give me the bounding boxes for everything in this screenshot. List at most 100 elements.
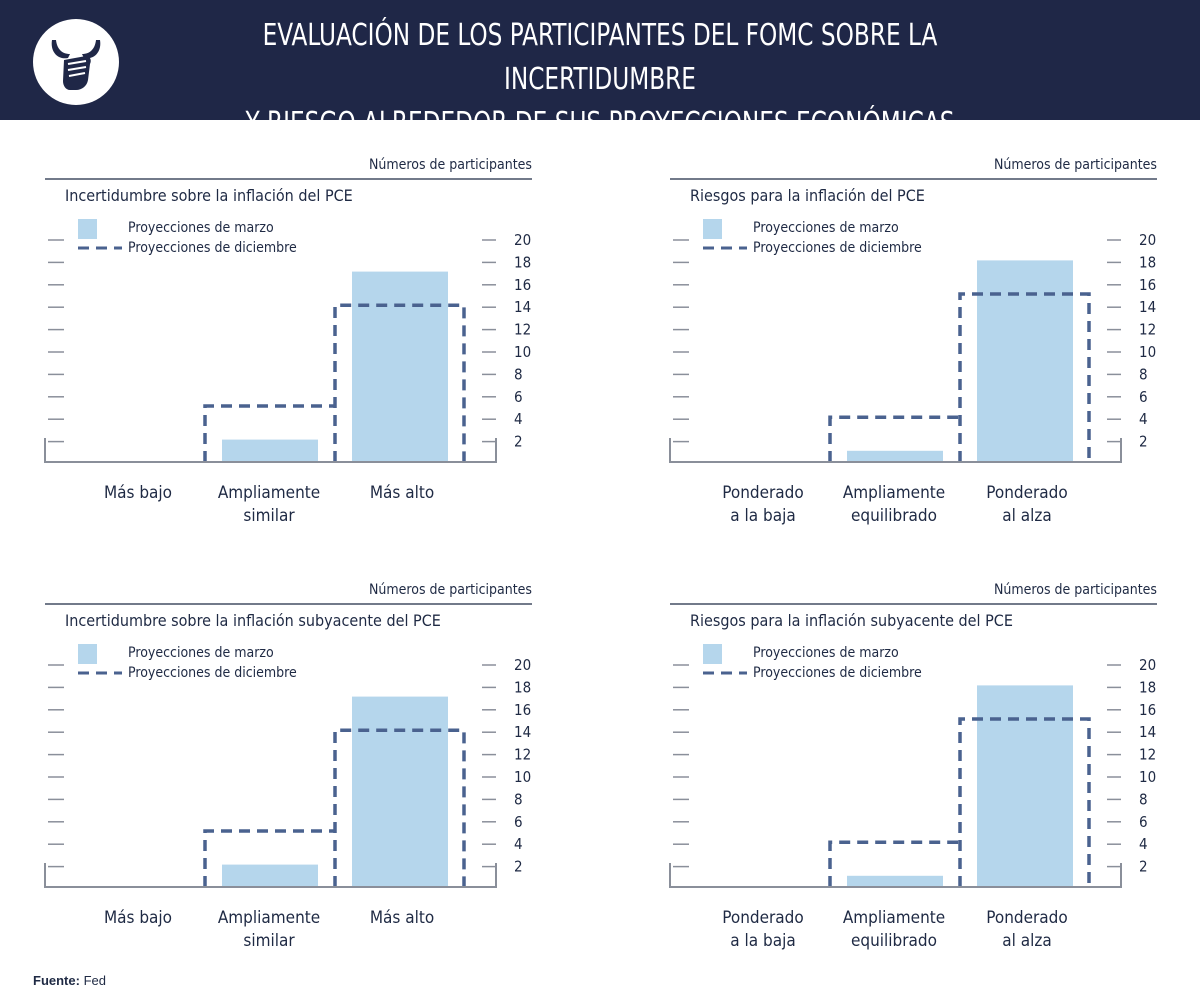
y-tick-label: 6 <box>514 813 523 831</box>
category-label: Ponderado <box>986 483 1068 503</box>
category-label: Ponderado <box>722 908 804 928</box>
legend-label-december: Proyecciones de diciembre <box>753 665 922 681</box>
y-tick-label: 2 <box>1139 858 1148 876</box>
title-line-2: Y RIESGO ALREDEDOR DE SUS PROYECCIONES E… <box>245 106 955 141</box>
y-tick-label: 2 <box>1139 433 1148 451</box>
x-axis <box>44 863 497 888</box>
y-tick-label: 2 <box>514 858 523 876</box>
y-tick-label: 10 <box>1139 768 1156 786</box>
dashed-outline-december <box>333 728 466 887</box>
y-tick-label: 20 <box>514 656 531 674</box>
category-label: similar <box>243 931 295 951</box>
category-label: Ampliamente <box>218 483 320 503</box>
category-label: Más alto <box>370 483 434 503</box>
chart-title: Riesgos para la inflación subyacente del… <box>690 611 1013 630</box>
y-tick-label: 18 <box>1139 253 1156 271</box>
title-line-1: EVALUACIÓN DE LOS PARTICIPANTES DEL FOMC… <box>262 18 938 97</box>
unit-label: Números de participantes <box>994 157 1157 173</box>
dashed-outline-december <box>958 717 1091 887</box>
legend-label-march: Proyecciones de marzo <box>753 220 899 236</box>
chart-title: Incertidumbre sobre la inflación subyace… <box>65 611 441 630</box>
legend-bar-swatch <box>703 219 722 239</box>
bull-fist-icon <box>33 19 119 105</box>
y-tick-label: 6 <box>1139 388 1148 406</box>
category-label: equilibrado <box>851 931 937 951</box>
y-tick-label: 8 <box>1139 790 1148 808</box>
y-tick-label: 4 <box>514 410 523 428</box>
legend-bar-swatch <box>78 644 97 664</box>
y-tick-label: 6 <box>514 388 523 406</box>
category-label: a la baja <box>730 931 795 951</box>
category-label: al alza <box>1002 931 1052 951</box>
y-tick-label: 4 <box>1139 835 1148 853</box>
source-note: Fuente: Fed <box>33 973 106 988</box>
dashed-outline-december <box>203 404 335 462</box>
chart-panel-2: Números de participantes Riesgos para la … <box>665 150 1200 540</box>
bar-march <box>352 271 448 462</box>
legend-label-december: Proyecciones de diciembre <box>128 665 297 681</box>
y-tick-label: 14 <box>514 723 531 741</box>
category-label: Más bajo <box>104 483 172 503</box>
y-tick-label: 20 <box>1139 656 1156 674</box>
y-tick-label: 10 <box>1139 343 1156 361</box>
legend-label-march: Proyecciones de marzo <box>128 645 274 661</box>
category-label: similar <box>243 506 295 526</box>
x-axis <box>44 438 497 463</box>
y-tick-label: 16 <box>514 701 531 719</box>
legend-bar-swatch <box>703 644 722 664</box>
bar-march <box>847 875 943 887</box>
y-tick-label: 6 <box>1139 813 1148 831</box>
legend-label-december: Proyecciones de diciembre <box>753 240 922 256</box>
chart-svg-4: Números de participantes Riesgos para la … <box>669 582 1157 951</box>
category-label: Ponderado <box>986 908 1068 928</box>
y-tick-label: 18 <box>1139 678 1156 696</box>
header-banner: EVALUACIÓN DE LOS PARTICIPANTES DEL FOMC… <box>0 0 1200 141</box>
category-label: a la baja <box>730 506 795 526</box>
chart-title: Riesgos para la inflación del PCE <box>690 186 925 205</box>
y-tick-label: 2 <box>514 433 523 451</box>
y-tick-label: 14 <box>1139 723 1156 741</box>
y-tick-label: 16 <box>1139 701 1156 719</box>
bar-march <box>222 439 318 462</box>
category-label: Ampliamente <box>218 908 320 928</box>
dashed-outline-december <box>958 292 1091 462</box>
unit-label: Números de participantes <box>369 157 532 173</box>
y-tick-label: 14 <box>1139 298 1156 316</box>
legend-bar-swatch <box>78 219 97 239</box>
category-label: Ponderado <box>722 483 804 503</box>
y-tick-label: 20 <box>514 231 531 249</box>
source-value: Fed <box>83 973 106 988</box>
y-tick-label: 18 <box>514 678 531 696</box>
category-label: equilibrado <box>851 506 937 526</box>
category-label: Más bajo <box>104 908 172 928</box>
legend-label-march: Proyecciones de marzo <box>128 220 274 236</box>
page-title: EVALUACIÓN DE LOS PARTICIPANTES DEL FOMC… <box>187 14 1013 146</box>
category-label: Ampliamente <box>843 483 945 503</box>
unit-label: Números de participantes <box>994 582 1157 598</box>
x-axis <box>669 438 1122 463</box>
y-tick-label: 4 <box>514 835 523 853</box>
chart-svg-3: Números de participantes Incertidumbre so… <box>44 582 532 951</box>
y-tick-label: 10 <box>514 343 531 361</box>
y-tick-label: 10 <box>514 768 531 786</box>
dashed-outline-december <box>828 415 960 462</box>
y-tick-label: 18 <box>514 253 531 271</box>
chart-svg-2: Números de participantes Riesgos para la … <box>669 157 1157 526</box>
y-tick-label: 12 <box>1139 321 1156 339</box>
chart-panel-4: Números de participantes Riesgos para la … <box>665 575 1200 965</box>
y-tick-label: 16 <box>1139 276 1156 294</box>
bar-march <box>352 696 448 887</box>
bar-march <box>977 260 1073 462</box>
chart-svg-1: Números de participantes Incertidumbre so… <box>44 157 532 526</box>
unit-label: Números de participantes <box>369 582 532 598</box>
chart-panel-1: Números de participantes Incertidumbre so… <box>40 150 600 540</box>
chart-title: Incertidumbre sobre la inflación del PCE <box>65 186 353 205</box>
legend-label-march: Proyecciones de marzo <box>753 645 899 661</box>
category-label: al alza <box>1002 506 1052 526</box>
chart-panel-3: Números de participantes Incertidumbre so… <box>40 575 600 965</box>
y-tick-label: 8 <box>514 790 523 808</box>
category-label: Ampliamente <box>843 908 945 928</box>
y-tick-label: 20 <box>1139 231 1156 249</box>
y-tick-label: 8 <box>1139 365 1148 383</box>
y-tick-label: 8 <box>514 365 523 383</box>
